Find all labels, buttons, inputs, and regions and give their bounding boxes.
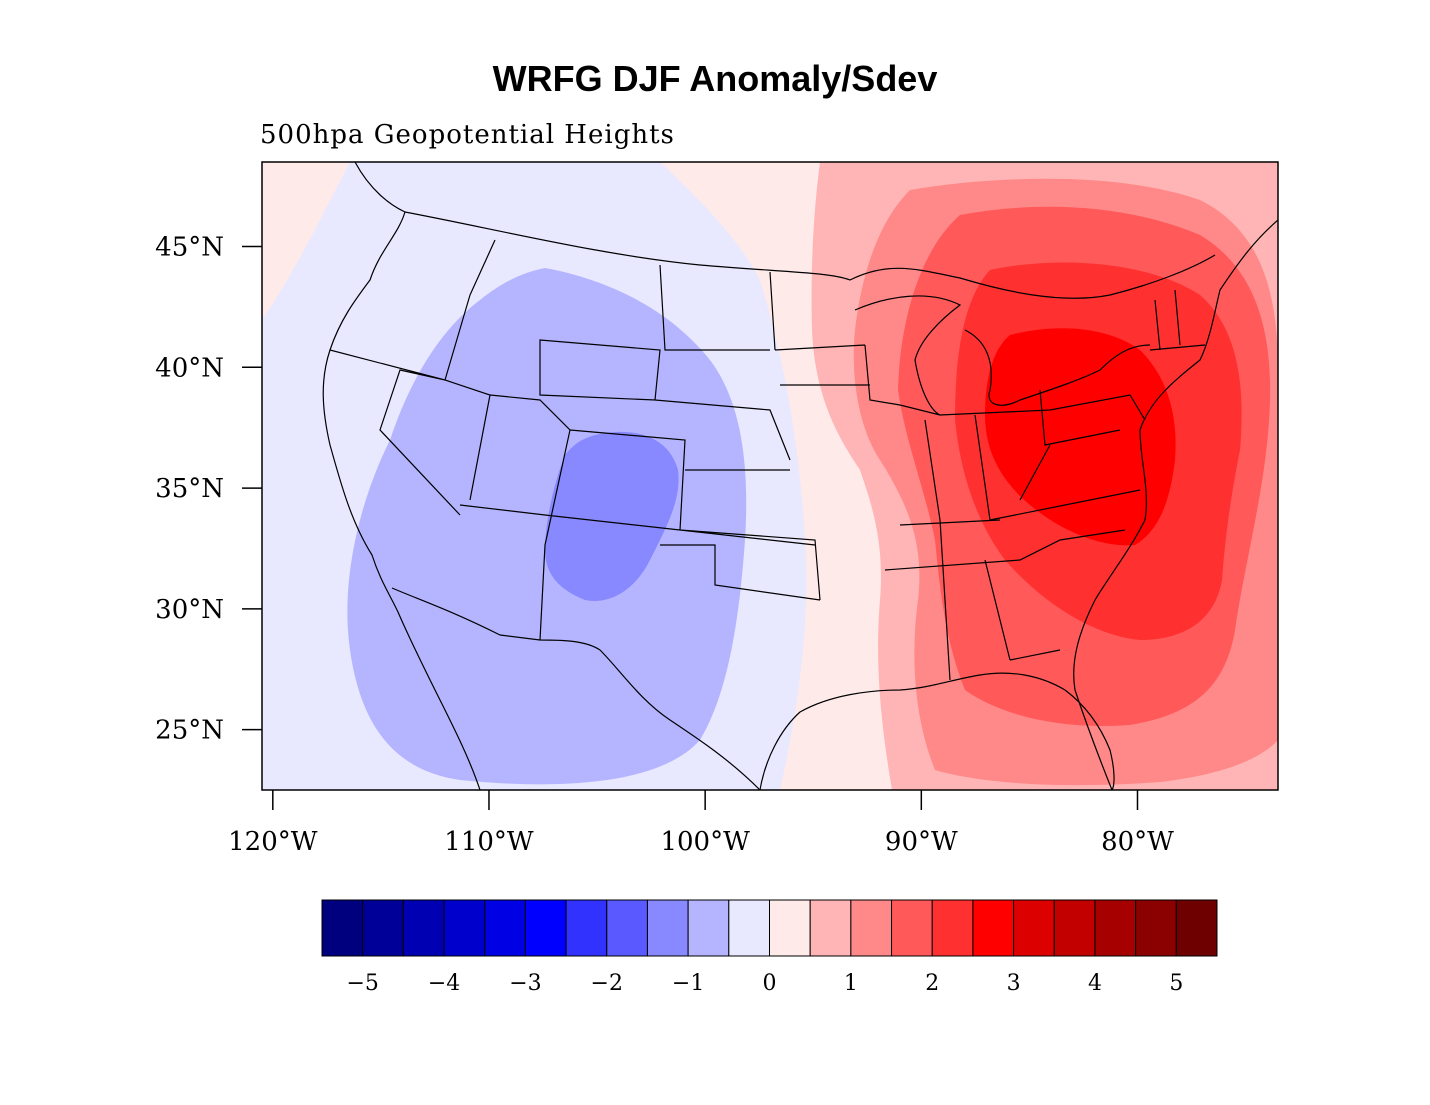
latitude-axis: 45°N 40°N 35°N 30°N 25°N bbox=[155, 233, 262, 746]
plot-frame bbox=[261, 161, 1279, 791]
colorbar-swatch bbox=[850, 899, 893, 957]
northern-border bbox=[404, 211, 1216, 299]
colorbar-label: −5 bbox=[346, 971, 378, 996]
lon-tick-label: 80°W bbox=[1101, 827, 1174, 857]
colorbar-swatch bbox=[524, 899, 567, 957]
colorbar-labels: −5 −4 −3 −2 −1 0 1 2 3 4 5 bbox=[346, 971, 1183, 996]
colorbar-swatch bbox=[402, 899, 445, 957]
contour-fill bbox=[262, 162, 1278, 790]
colorbar-label: 3 bbox=[1007, 971, 1021, 996]
colorbar-swatch bbox=[1053, 899, 1096, 957]
coastline-atlantic bbox=[1073, 219, 1278, 790]
colorbar-swatch bbox=[769, 899, 811, 957]
colorbar-swatch bbox=[362, 899, 404, 957]
colorbar-label: −3 bbox=[509, 971, 541, 996]
colorbar-swatch bbox=[443, 899, 486, 957]
lat-tick-label: 30°N bbox=[155, 595, 224, 625]
longitude-axis: 120°W 110°W 100°W 90°W 80°W bbox=[228, 790, 1174, 857]
colorbar-label: 1 bbox=[844, 971, 858, 996]
colorbar-label: 2 bbox=[925, 971, 939, 996]
coastline-gulf bbox=[759, 672, 1115, 790]
colorbar-swatch bbox=[484, 899, 526, 957]
lat-tick-label: 25°N bbox=[155, 716, 224, 746]
colorbar-swatch bbox=[1013, 899, 1055, 957]
colorbar-swatch bbox=[809, 899, 852, 957]
great-lakes bbox=[854, 295, 1151, 416]
lon-tick-label: 110°W bbox=[444, 827, 534, 857]
colorbar-swatch bbox=[646, 899, 689, 957]
colorbar-label: −1 bbox=[672, 971, 704, 996]
colorbar-swatch bbox=[606, 899, 648, 957]
colorbar-label: 5 bbox=[1169, 971, 1183, 996]
contour-5-to-6 bbox=[985, 328, 1176, 546]
colorbar-swatch bbox=[565, 899, 608, 957]
colorbar-label: 4 bbox=[1088, 971, 1102, 996]
colorbar-swatch bbox=[931, 899, 974, 957]
contour-minus2-to-minus3 bbox=[545, 431, 679, 601]
colorbar-label: 0 bbox=[763, 971, 777, 996]
colorbar-label: −4 bbox=[428, 971, 460, 996]
colorbar-swatch bbox=[1175, 899, 1218, 957]
lon-tick-label: 90°W bbox=[885, 827, 958, 857]
map-subtitle: 500hpa Geopotential Heights bbox=[260, 120, 675, 150]
lat-tick-label: 45°N bbox=[155, 233, 224, 263]
coastline-west bbox=[322, 162, 481, 790]
map-title: WRFG DJF Anomaly/Sdev bbox=[492, 58, 938, 99]
lat-tick-label: 35°N bbox=[155, 474, 224, 504]
colorbar-swatch bbox=[1094, 899, 1137, 957]
colorbar-swatch bbox=[891, 899, 933, 957]
lon-tick-label: 120°W bbox=[228, 827, 318, 857]
colorbar-label: −2 bbox=[591, 971, 623, 996]
lon-tick-label: 100°W bbox=[660, 827, 750, 857]
colorbar-swatch bbox=[687, 899, 730, 957]
colorbar-swatch bbox=[972, 899, 1015, 957]
colorbar-swatch bbox=[1135, 899, 1177, 957]
colorbar-swatch bbox=[321, 899, 364, 957]
colorbar-swatch bbox=[728, 899, 770, 957]
lat-tick-label: 40°N bbox=[155, 353, 224, 383]
state-boundaries bbox=[322, 162, 1278, 790]
mexico-border bbox=[391, 587, 761, 790]
colorbar bbox=[321, 899, 1218, 957]
